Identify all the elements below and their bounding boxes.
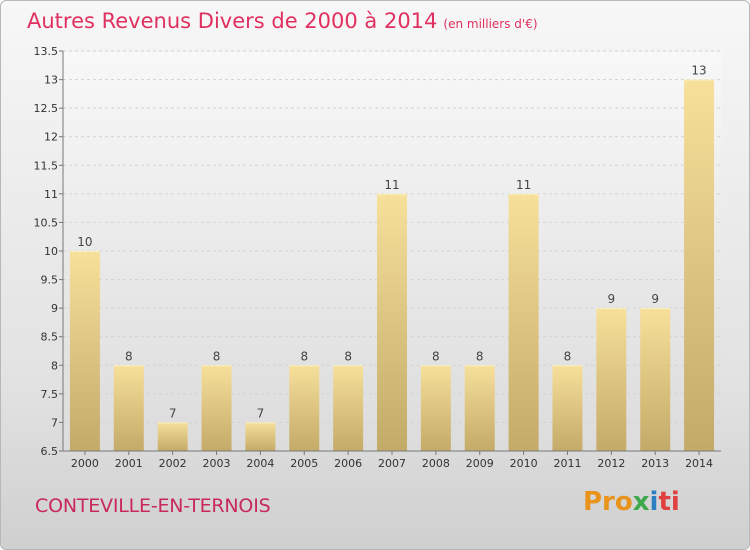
x-tick-label: 2005 <box>290 457 318 470</box>
y-tick-label: 11.5 <box>34 159 59 172</box>
bar <box>684 79 715 452</box>
bar <box>640 308 671 451</box>
x-tick-label: 2000 <box>71 457 99 470</box>
proxiti-logo: Proxiti <box>583 487 680 517</box>
data-label: 8 <box>476 349 484 363</box>
logo-part-1: Pro <box>583 487 633 517</box>
bar <box>113 365 144 451</box>
bar <box>289 365 320 451</box>
x-tick-label: 2001 <box>115 457 143 470</box>
bar <box>552 365 583 451</box>
y-tick-label: 13.5 <box>34 45 59 58</box>
title-text: Autres Revenus Divers de 2000 à 2014 <box>27 9 438 33</box>
data-label: 8 <box>344 349 352 363</box>
y-tick-label: 9 <box>51 302 58 315</box>
data-label: 10 <box>77 235 92 249</box>
chart-title: Autres Revenus Divers de 2000 à 2014 (en … <box>27 9 538 33</box>
bar <box>69 251 100 451</box>
logo-part-2: x <box>632 487 650 517</box>
x-tick-label: 2003 <box>203 457 231 470</box>
x-tick-label: 2012 <box>597 457 625 470</box>
place-name: CONTEVILLE-EN-TERNOIS <box>35 495 271 517</box>
y-tick-label: 10.5 <box>34 216 59 229</box>
y-tick-label: 9.5 <box>41 274 59 287</box>
data-label: 8 <box>564 349 572 363</box>
x-tick-label: 2011 <box>553 457 581 470</box>
x-tick-label: 2013 <box>641 457 669 470</box>
y-tick-label: 6.5 <box>41 445 59 458</box>
bar <box>464 365 495 451</box>
x-tick-label: 2006 <box>334 457 362 470</box>
y-tick-label: 8 <box>51 359 58 372</box>
bar <box>377 193 407 451</box>
data-label: 11 <box>384 178 399 192</box>
logo-part-4: ti <box>658 487 680 517</box>
data-label: 7 <box>169 406 177 420</box>
x-tick-label: 2009 <box>466 457 494 470</box>
y-tick-label: 7.5 <box>41 388 59 401</box>
x-tick-label: 2004 <box>246 457 274 470</box>
data-label: 9 <box>651 292 659 306</box>
bar <box>201 365 232 451</box>
y-tick-label: 10 <box>44 245 58 258</box>
data-label: 8 <box>125 349 133 363</box>
y-tick-label: 11 <box>44 188 58 201</box>
bar <box>420 365 451 451</box>
data-label: 13 <box>691 64 706 78</box>
y-tick-label: 12 <box>44 131 58 144</box>
y-tick-label: 13 <box>44 74 58 87</box>
bar <box>508 193 539 451</box>
title-unit: (en milliers d'€) <box>443 17 538 31</box>
data-label: 8 <box>432 349 440 363</box>
data-label: 8 <box>300 349 308 363</box>
data-label: 11 <box>516 178 531 192</box>
bar <box>157 422 188 451</box>
data-label: 7 <box>257 406 265 420</box>
y-tick-label: 12.5 <box>34 102 59 115</box>
y-tick-label: 7 <box>51 416 58 429</box>
x-tick-label: 2002 <box>159 457 187 470</box>
data-label: 8 <box>213 349 221 363</box>
x-tick-label: 2008 <box>422 457 450 470</box>
bar <box>333 365 364 451</box>
data-label: 9 <box>608 292 616 306</box>
bar <box>596 308 627 451</box>
y-tick-label: 8.5 <box>41 331 59 344</box>
x-tick-label: 2007 <box>378 457 406 470</box>
bar <box>245 422 276 451</box>
logo-part-3: i <box>649 487 659 517</box>
x-tick-label: 2014 <box>685 457 713 470</box>
x-tick-label: 2010 <box>510 457 538 470</box>
